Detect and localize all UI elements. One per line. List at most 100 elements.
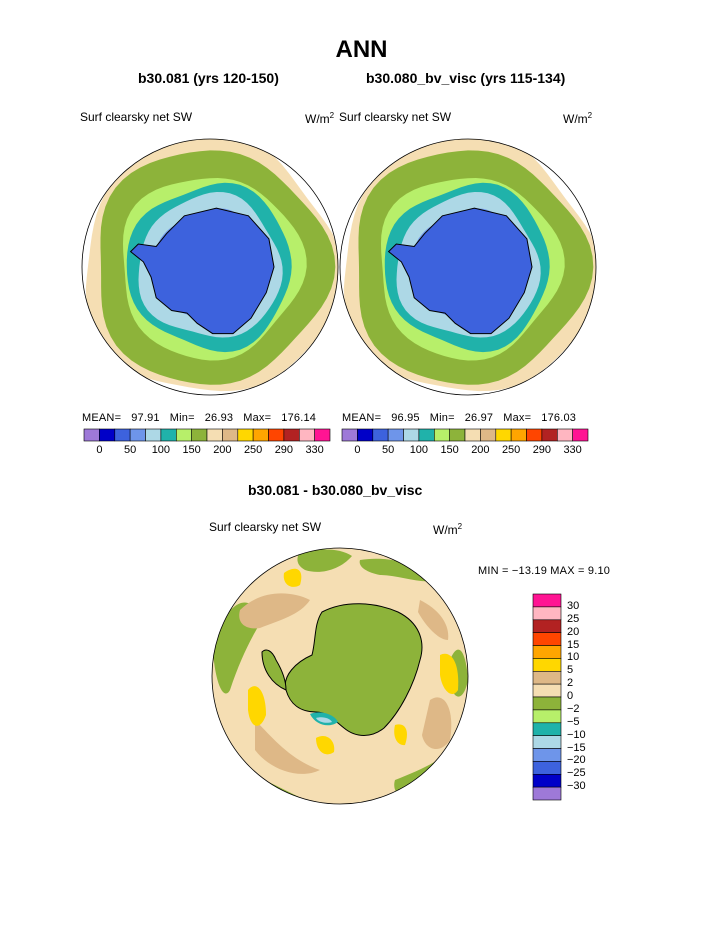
difference-colorbar	[532, 593, 562, 801]
colorbar-tick-label: 100	[409, 444, 429, 456]
colorbar-swatch	[145, 428, 162, 442]
colorbar-swatch	[268, 428, 285, 442]
colorbar-swatch	[532, 619, 562, 633]
colorbar-tick-label: 200	[213, 444, 232, 456]
colorbar-swatch	[191, 428, 208, 442]
colorbar-tick-label: −30	[567, 780, 586, 793]
diff-patch	[418, 600, 449, 640]
panel-1-colorbar	[83, 428, 331, 442]
colorbar-swatch	[541, 428, 558, 442]
colorbar-tick-label: 25	[567, 612, 580, 625]
colorbar-swatch	[160, 428, 177, 442]
colorbar-tick-label: 200	[471, 444, 490, 456]
diff-patch	[283, 568, 302, 587]
diff-patch	[316, 717, 332, 723]
colorbar-tick-label: 30	[567, 599, 580, 612]
map-border	[339, 138, 597, 396]
panel-1-mean-value: 97.91	[131, 412, 160, 424]
diff-patch	[440, 653, 459, 695]
colorbar-tick-label: 2	[567, 677, 574, 690]
colorbar-swatch	[495, 428, 512, 442]
colorbar-tick-label: −10	[567, 728, 586, 741]
colorbar-swatch	[449, 428, 466, 442]
colorbar-tick-label: 0	[96, 444, 103, 456]
difference-variable-label: Surf clearsky net SW	[209, 520, 322, 534]
antarctica-coastline	[387, 207, 533, 335]
colorbar-swatch	[387, 428, 404, 442]
colorbar-swatch	[532, 735, 562, 749]
colorbar-swatch	[532, 593, 562, 608]
colorbar-tick-label: 15	[567, 638, 580, 651]
panel-1-max-value: 176.14	[281, 412, 317, 424]
colorbar-swatch	[176, 428, 193, 442]
colorbar-tick-label: 150	[440, 444, 459, 456]
colorbar-swatch	[357, 428, 374, 442]
colorbar-swatch	[298, 428, 315, 442]
colorbar-tick-label: 330	[563, 444, 582, 456]
colorbar-swatch	[532, 632, 562, 646]
diff-patch	[239, 593, 310, 629]
colorbar-swatch	[572, 428, 589, 442]
colorbar-swatch	[532, 748, 562, 762]
panel-2-units: W/m2	[563, 111, 593, 126]
difference-polar-map	[211, 547, 469, 805]
colorbar-swatch	[532, 696, 562, 711]
panel-2-mean-label: MEAN=	[342, 412, 382, 424]
colorbar-swatch	[480, 428, 497, 442]
panel-1-max-label: Max=	[243, 412, 272, 424]
panel-1-variable-label: Surf clearsky net SW	[80, 110, 193, 124]
panel-2-min-value: 26.97	[464, 412, 494, 424]
colorbar-swatch	[532, 658, 562, 672]
difference-panel-title: b30.081 - b30.080_bv_visc	[248, 482, 423, 498]
colorbar-swatch	[99, 428, 116, 442]
colorbar-tick-label: 50	[124, 444, 137, 456]
colorbar-swatch	[129, 428, 146, 442]
panel-1-title: b30.081 (yrs 120-150)	[138, 70, 279, 86]
colorbar-swatch	[341, 428, 358, 442]
colorbar-swatch	[372, 428, 389, 442]
antarctica-coastline	[129, 207, 275, 335]
colorbar-swatch	[532, 683, 562, 698]
panel-2-colorbar	[341, 428, 589, 442]
colorbar-swatch	[532, 786, 562, 801]
colorbar-tick-label: 330	[305, 444, 324, 456]
colorbar-swatch	[532, 606, 562, 621]
colorbar-tick-label: 150	[182, 444, 201, 456]
diff-patch	[422, 697, 452, 750]
panel-2-max-value: 176.03	[541, 412, 577, 424]
colorbar-tick-label: 10	[567, 651, 580, 664]
page-title: ANN	[335, 36, 388, 63]
colorbar-swatch	[222, 428, 239, 442]
colorbar-tick-label: 20	[567, 625, 580, 638]
panel-2-mean-value: 96.95	[391, 412, 420, 424]
panel-2-variable-label: Surf clearsky net SW	[339, 110, 452, 124]
colorbar-tick-label: 0	[567, 690, 574, 702]
colorbar-tick-label: 0	[354, 444, 361, 456]
colorbar-tick-label: 290	[274, 444, 294, 456]
panel-1-units: W/m2	[305, 111, 335, 126]
colorbar-tick-label: −2	[567, 702, 580, 715]
colorbar-swatch	[556, 428, 573, 442]
colorbar-swatch	[114, 428, 131, 442]
colorbar-swatch	[314, 428, 331, 442]
panel-1-min-value: 26.93	[204, 412, 234, 424]
diff-patch	[316, 735, 335, 755]
diff-patch	[255, 720, 320, 774]
colorbar-tick-label: 250	[243, 444, 263, 456]
panel-2-stats: MEAN= 96.95 Min= 26.97 Max= 176.03	[342, 412, 586, 424]
diff-patch	[248, 686, 266, 726]
colorbar-swatch	[403, 428, 420, 442]
panel-1-polar-map	[81, 138, 339, 396]
colorbar-tick-label: 50	[382, 444, 395, 456]
antarctica-coastline	[284, 603, 423, 736]
panel-1-stats: MEAN= 97.91 Min= 26.93 Max= 176.14	[82, 412, 326, 424]
panel-2-max-label: Max=	[503, 412, 532, 424]
diff-patch	[297, 549, 352, 572]
colorbar-swatch	[532, 670, 562, 685]
colorbar-swatch	[532, 722, 562, 736]
colorbar-swatch	[237, 428, 254, 442]
colorbar-tick-label: −20	[567, 754, 586, 767]
colorbar-swatch	[510, 428, 527, 442]
colorbar-swatch	[532, 761, 562, 775]
